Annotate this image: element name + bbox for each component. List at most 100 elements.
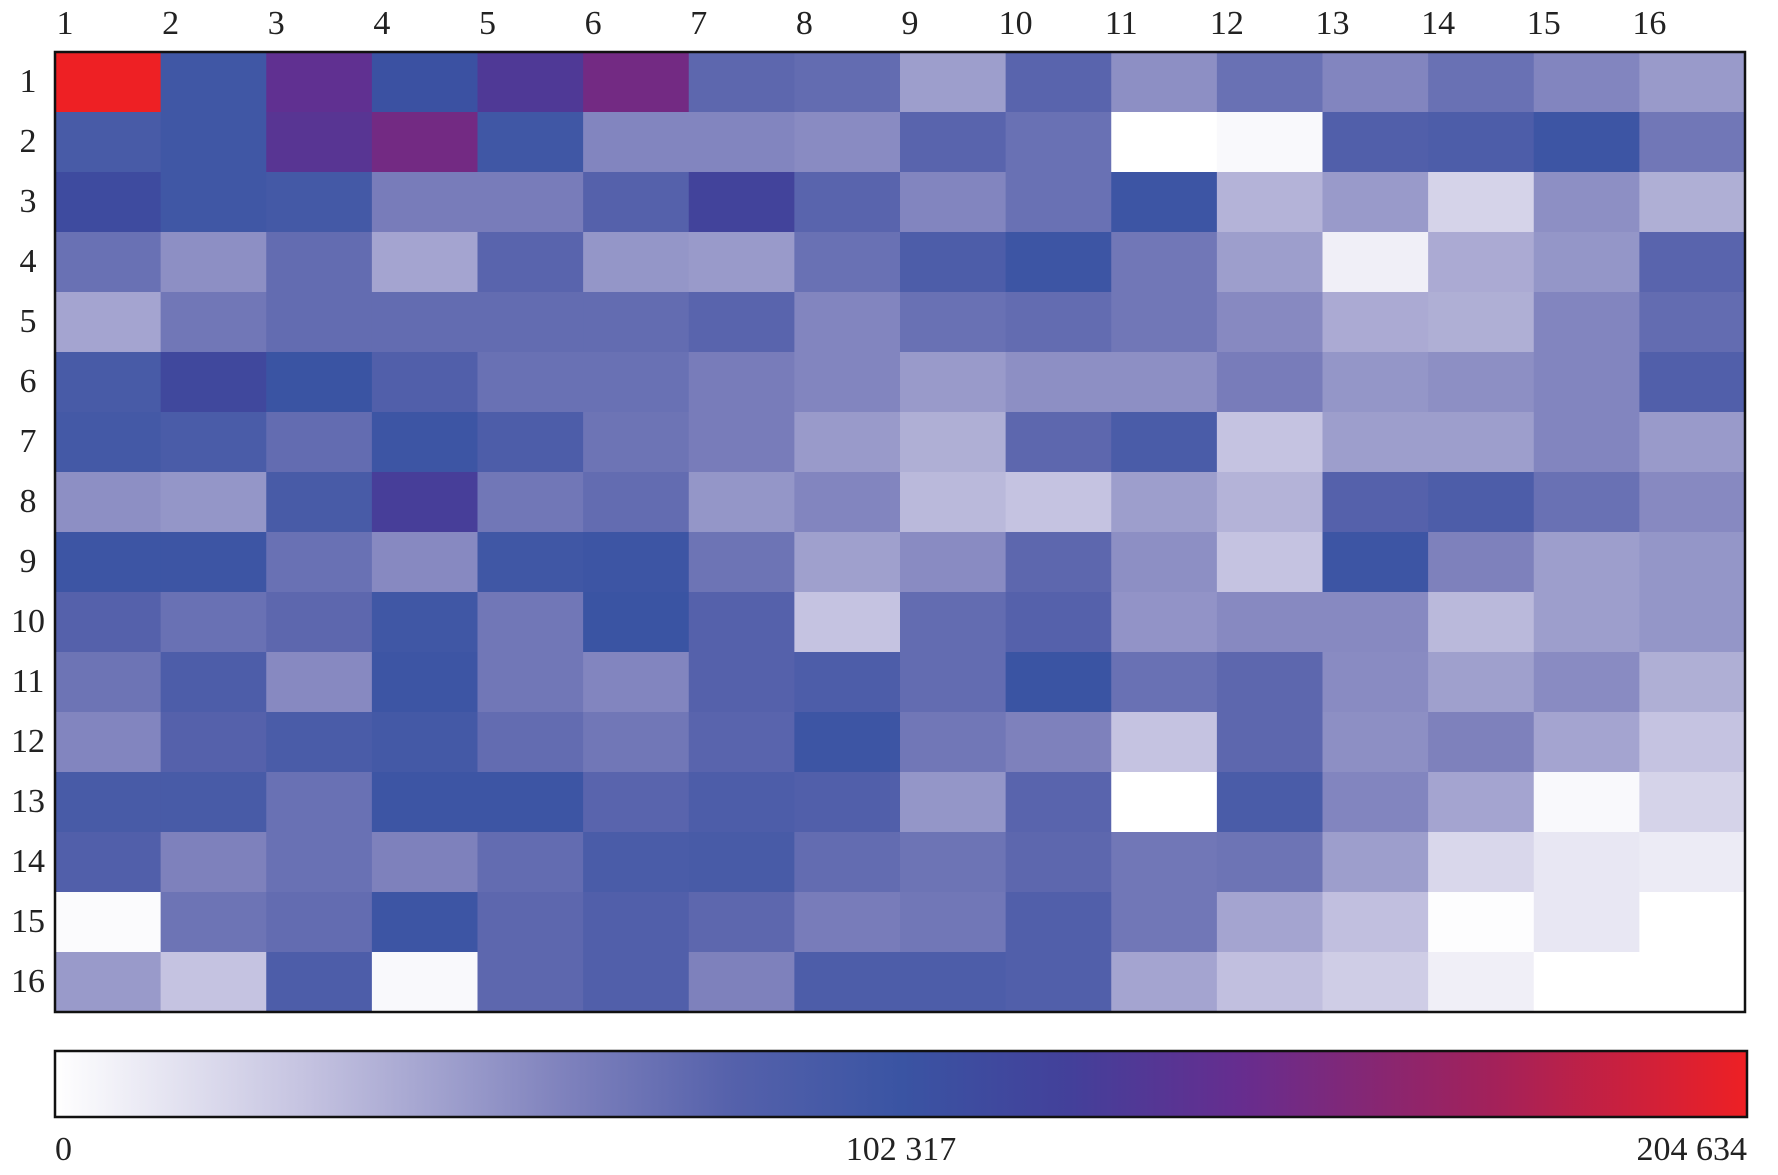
heatmap-cell-r8-c5 (477, 472, 584, 533)
column-label: 5 (479, 5, 496, 42)
heatmap-cell-r9-c11 (1111, 532, 1218, 593)
column-label: 2 (162, 5, 179, 42)
heatmap-cell-r16-c13 (1322, 952, 1429, 1013)
heatmap-cell-r13-c11 (1111, 772, 1218, 833)
heatmap-cell-r1-c15 (1533, 52, 1640, 113)
heatmap-cell-r14-c11 (1111, 832, 1218, 893)
heatmap-cell-r15-c15 (1533, 892, 1640, 953)
heatmap-cell-r11-c7 (688, 652, 795, 713)
row-label: 9 (20, 543, 37, 580)
heatmap-cell-r10-c10 (1005, 592, 1112, 653)
heatmap-cell-r15-c10 (1005, 892, 1112, 953)
heatmap-cell-r12-c3 (266, 712, 373, 773)
heatmap-cell-r7-c4 (371, 412, 479, 473)
heatmap-cell-r11-c14 (1428, 652, 1535, 713)
heatmap-cell-r2-c1 (55, 112, 162, 173)
heatmap-cell-r8-c8 (794, 472, 901, 533)
heatmap-cell-r13-c14 (1428, 772, 1535, 833)
column-label: 13 (1316, 5, 1350, 42)
heatmap-cell-r15-c8 (794, 892, 901, 953)
heatmap-cell-r10-c6 (583, 592, 690, 653)
heatmap-cell-r11-c5 (477, 652, 584, 713)
heatmap-cell-r1-c1 (55, 52, 162, 113)
heatmap-cell-r16-c4 (371, 952, 479, 1013)
heatmap-cell-r1-c11 (1111, 52, 1218, 113)
heatmap-cell-r3-c14 (1428, 172, 1535, 233)
heatmap-cell-r13-c12 (1216, 772, 1324, 833)
heatmap-cell-r16-c1 (55, 952, 162, 1013)
heatmap-cell-r11-c15 (1533, 652, 1640, 713)
heatmap-cell-r15-c14 (1428, 892, 1535, 953)
heatmap-cell-r15-c13 (1322, 892, 1429, 953)
heatmap-cell-r1-c7 (688, 52, 795, 113)
heatmap-cell-r16-c6 (583, 952, 690, 1013)
heatmap-cell-r2-c10 (1005, 112, 1112, 173)
heatmap-cell-r10-c11 (1111, 592, 1218, 653)
heatmap-cell-r12-c13 (1322, 712, 1429, 773)
heatmap-cell-r14-c13 (1322, 832, 1429, 893)
heatmap-cell-r10-c8 (794, 592, 901, 653)
heatmap-cell-r9-c10 (1005, 532, 1112, 593)
heatmap-cell-r11-c8 (794, 652, 901, 713)
column-label: 10 (999, 5, 1033, 42)
heatmap-cell-r6-c12 (1216, 352, 1324, 413)
heatmap-cell-r11-c1 (55, 652, 162, 713)
heatmap-cell-r4-c13 (1322, 232, 1429, 293)
heatmap-cell-r4-c11 (1111, 232, 1218, 293)
heatmap-cell-r2-c6 (583, 112, 690, 173)
heatmap-cell-r12-c2 (160, 712, 267, 773)
heatmap-cell-r3-c5 (477, 172, 584, 233)
heatmap-cell-r6-c2 (160, 352, 267, 413)
heatmap-cell-r10-c15 (1533, 592, 1640, 653)
heatmap-cell-r3-c11 (1111, 172, 1218, 233)
heatmap-cell-r8-c4 (371, 472, 479, 533)
heatmap-cell-r8-c9 (900, 472, 1007, 533)
heatmap-cell-r14-c2 (160, 832, 267, 893)
heatmap-cell-r14-c10 (1005, 832, 1112, 893)
heatmap-cell-r7-c2 (160, 412, 267, 473)
heatmap-cell-r14-c7 (688, 832, 795, 893)
heatmap-cell-r3-c13 (1322, 172, 1429, 233)
heatmap-cell-r6-c1 (55, 352, 162, 413)
heatmap-cell-r8-c3 (266, 472, 373, 533)
heatmap-cell-r5-c2 (160, 292, 267, 353)
heatmap-cell-r15-c6 (583, 892, 690, 953)
heatmap-cell-r12-c5 (477, 712, 584, 773)
column-label: 4 (373, 5, 390, 42)
heatmap-cell-r5-c10 (1005, 292, 1112, 353)
heatmap-cell-r15-c1 (55, 892, 162, 953)
heatmap-cell-r8-c14 (1428, 472, 1535, 533)
heatmap-cell-r7-c10 (1005, 412, 1112, 473)
heatmap-cells (55, 52, 1746, 1013)
heatmap-cell-r6-c13 (1322, 352, 1429, 413)
heatmap-cell-r8-c13 (1322, 472, 1429, 533)
heatmap-cell-r10-c13 (1322, 592, 1429, 653)
heatmap-cell-r16-c10 (1005, 952, 1112, 1013)
heatmap-cell-r1-c8 (794, 52, 901, 113)
heatmap-cell-r16-c15 (1533, 952, 1640, 1013)
heatmap-cell-r8-c15 (1533, 472, 1640, 533)
heatmap-cell-r16-c7 (688, 952, 795, 1013)
row-label: 13 (11, 783, 45, 820)
heatmap-cell-r6-c15 (1533, 352, 1640, 413)
heatmap-cell-r1-c12 (1216, 52, 1324, 113)
heatmap-cell-r12-c4 (371, 712, 479, 773)
heatmap-cell-r12-c7 (688, 712, 795, 773)
heatmap-cell-r6-c11 (1111, 352, 1218, 413)
heatmap-cell-r14-c14 (1428, 832, 1535, 893)
column-label: 7 (690, 5, 707, 42)
row-label: 10 (11, 603, 45, 640)
heatmap-cell-r10-c2 (160, 592, 267, 653)
heatmap-cell-r14-c9 (900, 832, 1007, 893)
heatmap-cell-r14-c6 (583, 832, 690, 893)
colorbar-tick-labels: 0 102 317 204 634 (55, 1131, 1747, 1168)
column-label: 8 (796, 5, 813, 42)
heatmap-cell-r16-c11 (1111, 952, 1218, 1013)
heatmap-cell-r2-c7 (688, 112, 795, 173)
heatmap-cell-r9-c6 (583, 532, 690, 593)
colorbar (53, 1049, 1749, 1119)
heatmap-cell-r6-c8 (794, 352, 901, 413)
heatmap-cell-r4-c8 (794, 232, 901, 293)
heatmap-cell-r9-c14 (1428, 532, 1535, 593)
